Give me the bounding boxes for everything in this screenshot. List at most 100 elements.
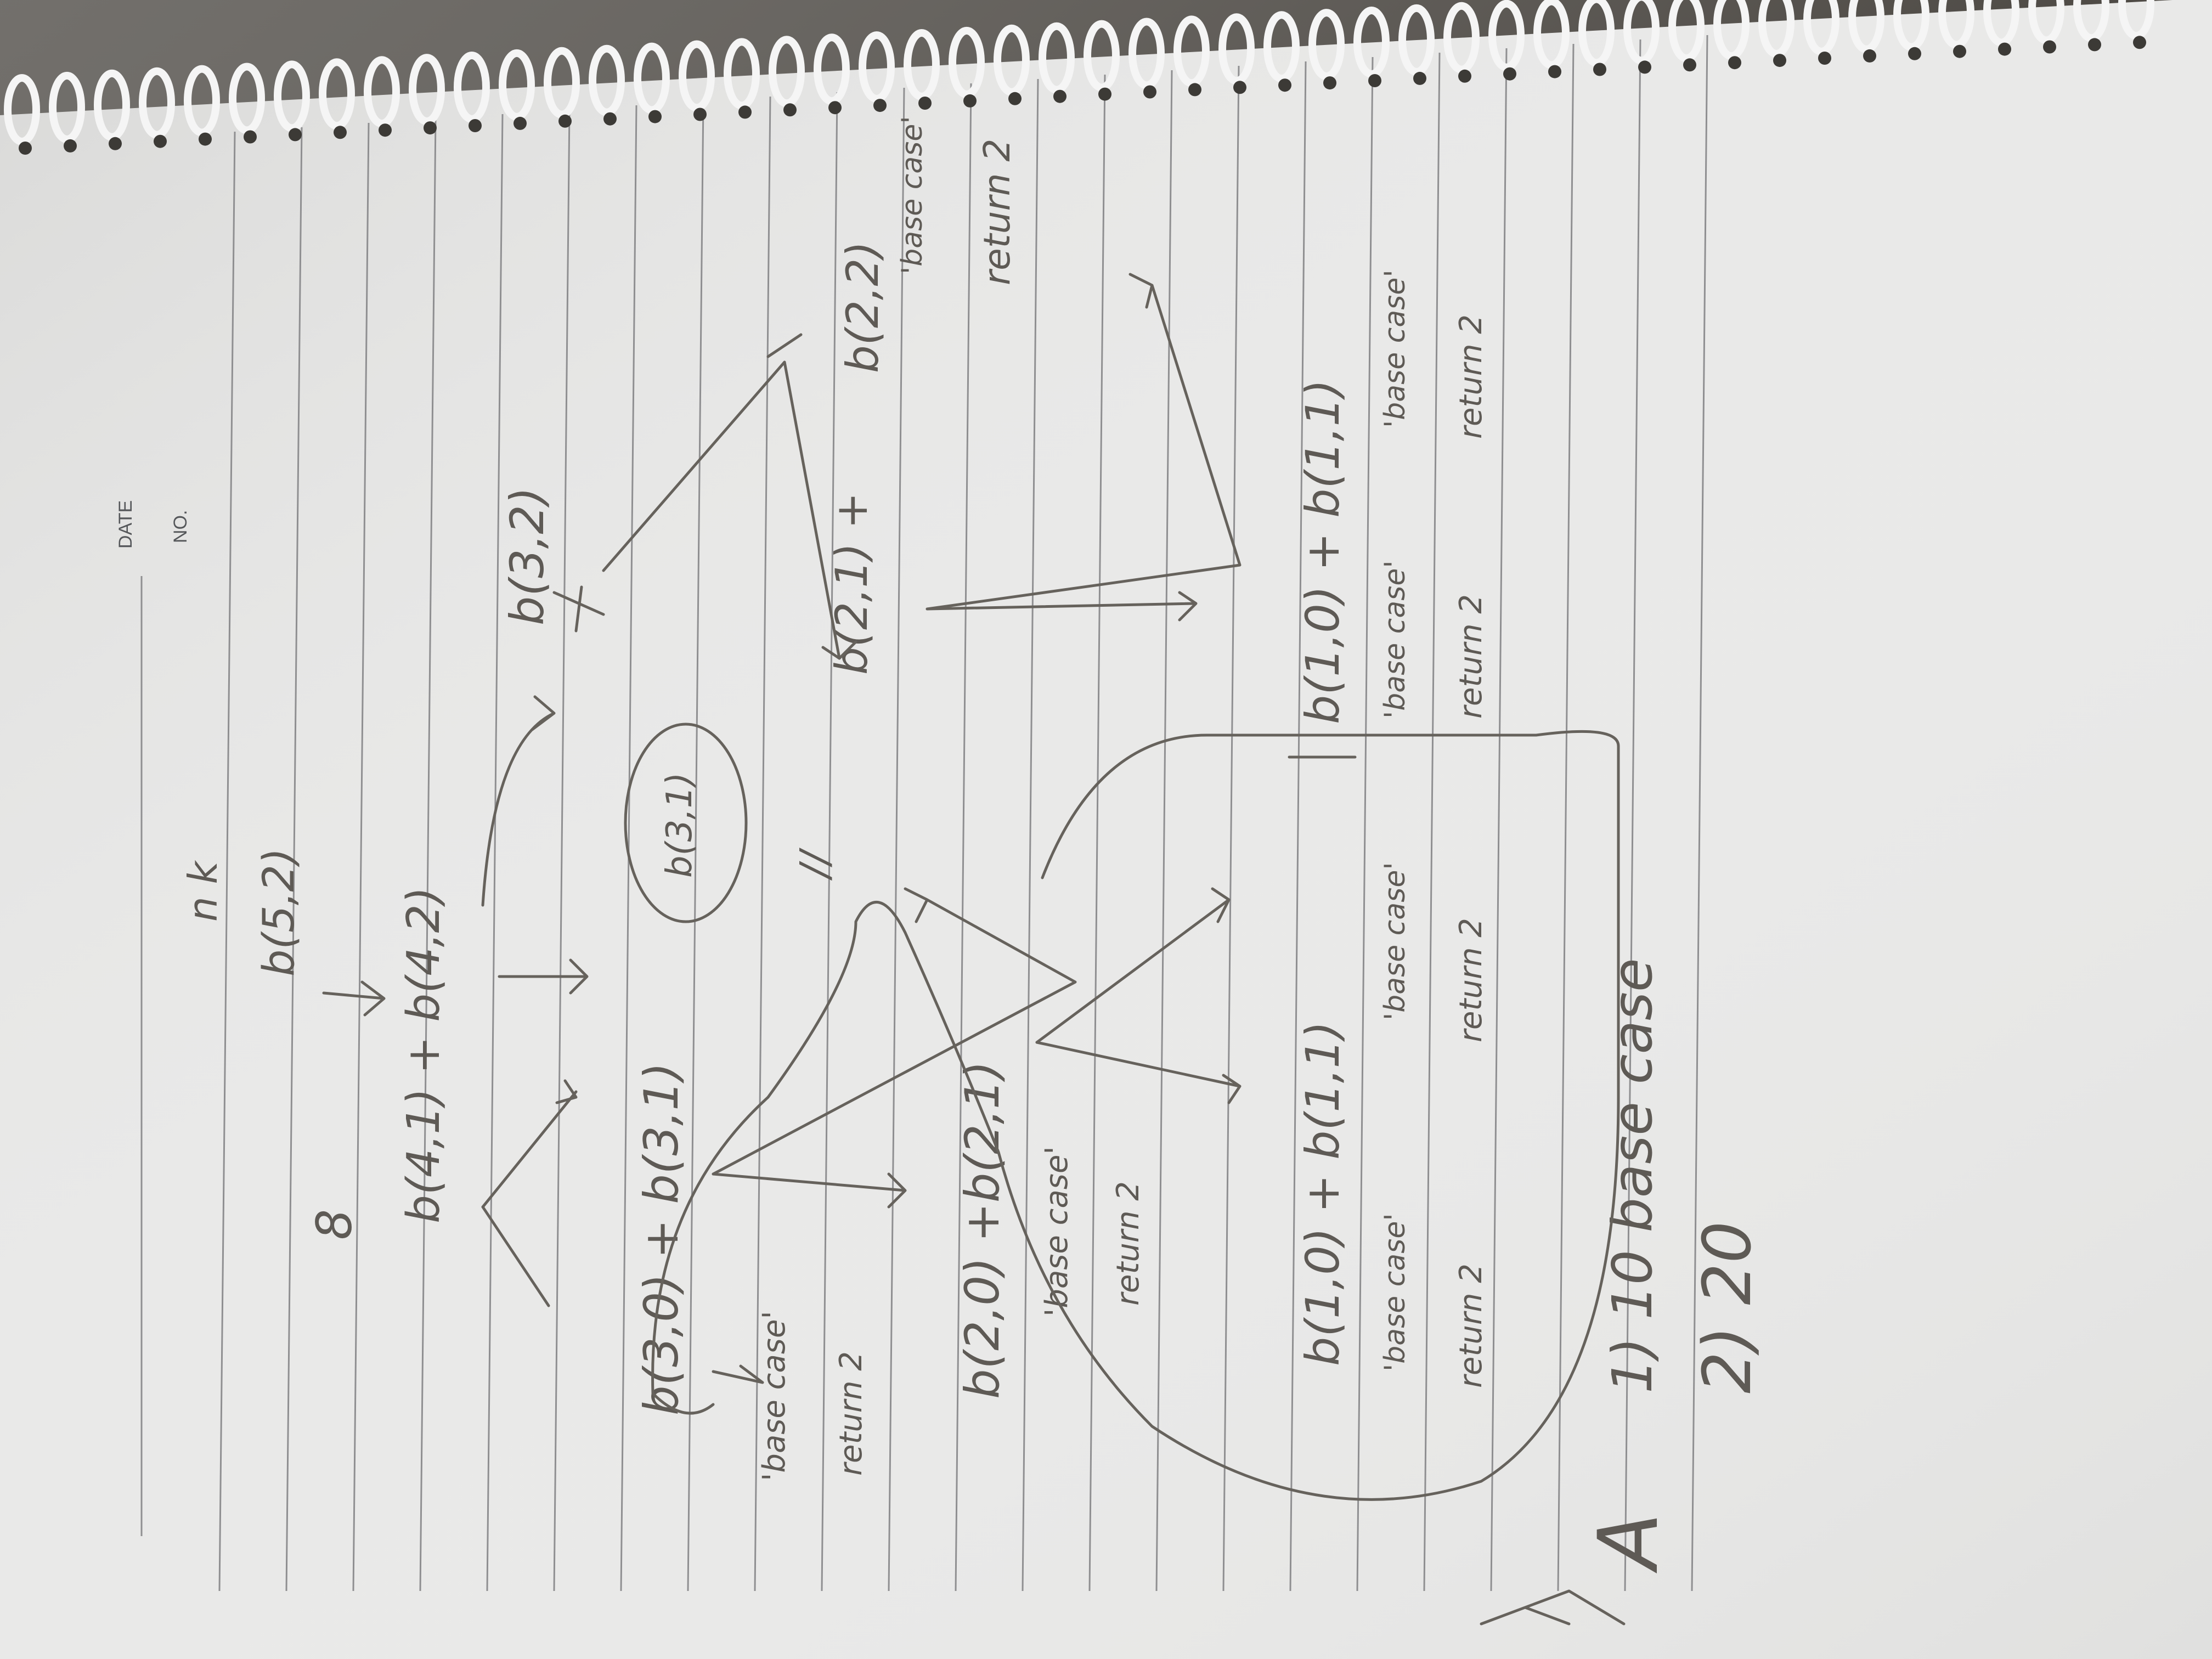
left-base-case: 'base case' [757, 1311, 792, 1481]
spiral-ring [724, 38, 760, 110]
heading-text: n k [180, 859, 226, 922]
spiral-ring [229, 63, 265, 134]
left-level2-calls: b(3,0) + b(3,1) [634, 1062, 689, 1415]
level4-right-base2: 'base case' [1379, 269, 1412, 428]
circled-call: b(3,1) [659, 772, 700, 878]
spiral-ring [1623, 0, 1660, 65]
spiral-hole [1998, 42, 2011, 56]
level4-left-ret1: return 2 [1453, 1263, 1489, 1388]
ruled-line [1356, 57, 1374, 1592]
spiral-hole [738, 105, 752, 119]
spiral-hole [693, 108, 707, 121]
ruled-line [687, 100, 704, 1592]
spiral-ring [1173, 15, 1210, 87]
ruled-line [888, 87, 905, 1592]
triangle-b21-right-b [926, 591, 1198, 622]
arrow-root-down [322, 980, 386, 1017]
ruled-line [1557, 43, 1575, 1592]
spiral-ring [634, 42, 670, 114]
answer-line-1: 1) 10 base case [1600, 958, 1664, 1393]
spiral-ring [1668, 0, 1705, 63]
arrow-left-branch-b [481, 1205, 550, 1307]
spiral-ring [2073, 0, 2109, 42]
spiral-ring [1938, 0, 1974, 49]
triangle-b32 [602, 360, 857, 660]
ruled-line [1624, 39, 1641, 1592]
ruled-line [285, 127, 303, 1592]
spiral-ring [2118, 0, 2154, 40]
spiral-hole [1413, 71, 1426, 85]
spiral-hole [1278, 78, 1291, 92]
ruled-line [1423, 52, 1441, 1592]
left-return: return 2 [833, 1351, 869, 1476]
spiral-hole [424, 121, 437, 135]
spiral-hole [514, 116, 527, 130]
level4-left-base2: 'base case' [1379, 862, 1412, 1020]
spiral-hole [1638, 60, 1651, 74]
spiral-ring [589, 44, 625, 116]
arrow-to-b32 [481, 695, 556, 907]
level4-right-base1: 'base case' [1379, 560, 1412, 719]
ruled-line [821, 92, 838, 1592]
spiral-ring [1039, 22, 1075, 94]
level4-left-base1: 'base case' [1379, 1213, 1412, 1372]
spiral-hole [1008, 92, 1022, 105]
spiral-ring [4, 74, 40, 145]
triangle-b21-mid-b [1035, 1041, 1242, 1104]
answer-a-stroke [1480, 1589, 1626, 1626]
spiral-hole [2043, 40, 2056, 54]
spiral-hole [603, 112, 617, 126]
spiral-ring [949, 26, 985, 98]
ruled-line [553, 109, 571, 1592]
ruled-line [1088, 74, 1106, 1592]
spiral-ring [1218, 13, 1255, 85]
spiral-hole [334, 126, 347, 139]
spiral-hole [1548, 65, 1561, 78]
spiral-hole [154, 134, 167, 148]
ruled-line [754, 96, 771, 1592]
spiral-hole [1818, 52, 1831, 65]
arrow-left-branch-a [481, 1079, 578, 1209]
spiral-ring [139, 67, 175, 139]
spiral-ring [1263, 11, 1300, 83]
triangle-b21-right [926, 273, 1242, 611]
arrow-b30-down [712, 1364, 764, 1384]
mid-level3-calls: b(2,0) +b(2,1) [955, 1061, 1010, 1399]
spiral-ring [2028, 0, 2064, 44]
spiral-hole [963, 94, 977, 108]
spiral-ring [859, 31, 895, 103]
spiral-ring [1128, 18, 1165, 89]
spiral-ring [1893, 0, 1929, 51]
spiral-ring [1398, 4, 1435, 76]
triangle-b31-left [712, 887, 1077, 1176]
circle-b31 [624, 723, 748, 923]
pencil-strokes [322, 273, 1626, 1626]
spiral-ring [454, 52, 490, 123]
spiral-ring [679, 40, 715, 112]
answer-line-2: 2) 20 [1690, 1221, 1766, 1393]
spiral-ring [409, 54, 445, 126]
ruled-line [352, 122, 370, 1592]
answer-label: A [1581, 1513, 1677, 1573]
spiral-ring [94, 69, 130, 141]
mid-return: return 2 [1110, 1181, 1146, 1306]
spiral-hole [1953, 44, 1966, 58]
spiral-ring [1533, 0, 1570, 69]
spiral-hole [558, 114, 572, 128]
level1-calls: b(4,1) + b(4,2) [398, 887, 450, 1223]
ruled-line [1155, 70, 1173, 1592]
spiral-ring [814, 33, 850, 105]
spiral-hole [244, 130, 257, 144]
spiral-hole [64, 139, 77, 153]
root-call: b(5,2) [255, 848, 304, 977]
no-label: NO. [170, 510, 191, 543]
spiral-ring [364, 56, 400, 128]
ruled-line [1022, 78, 1039, 1592]
root-mark: 8 [306, 1209, 363, 1240]
spiral-ring [184, 65, 220, 137]
spiral-hole [1863, 49, 1876, 63]
level4-right-ret1: return 2 [1453, 594, 1489, 719]
spiral-hole [199, 132, 212, 146]
